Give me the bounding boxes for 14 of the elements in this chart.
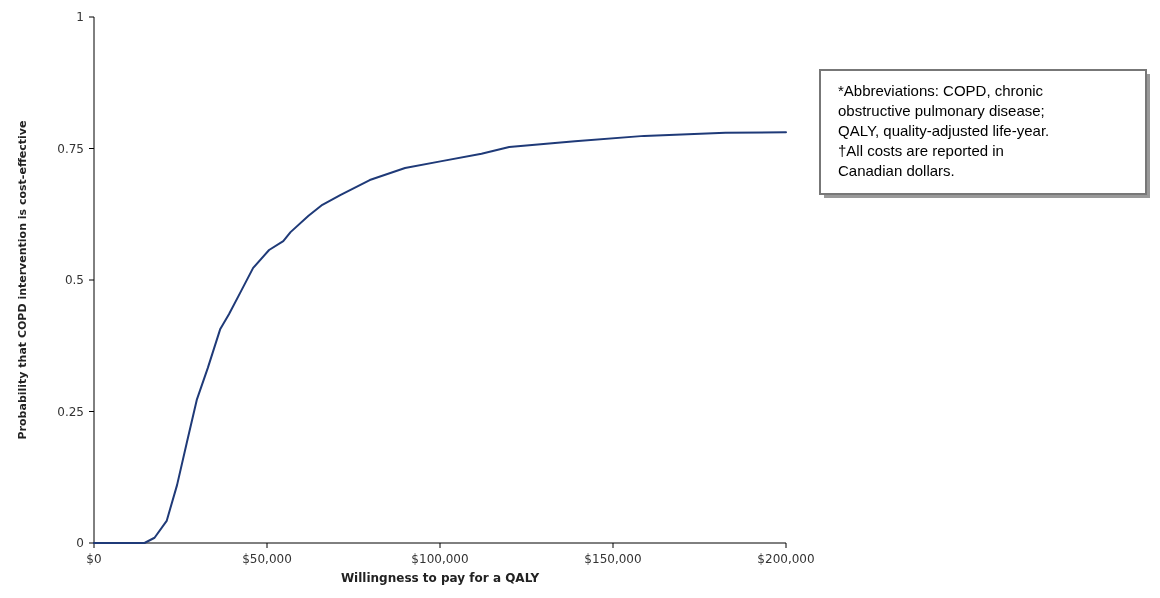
y-tick-label: 0.25 (57, 404, 84, 419)
y-tick-label: 0 (76, 536, 84, 550)
text: †All costs are reported in Canadian dollars. (838, 142, 1004, 179)
y-tick-label: 0.75 (57, 141, 84, 156)
y-tick-label: 1 (76, 10, 84, 24)
x-tick-label: $50,000 (242, 552, 292, 566)
x-tick-label: $150,000 (584, 552, 642, 566)
x-tick-label: $100,000 (411, 552, 469, 566)
x-tick-label: $0 (86, 552, 102, 566)
text: *Abbreviations: COPD, chronic obstructive pulmonary disease; QALY, quality-adjusted life-year. (838, 82, 1050, 139)
x-axis-title: Willingness to pay for a QALY (340, 571, 540, 585)
y-tick-label: 0.5 (64, 273, 84, 287)
x-tick-label: $200,000 (757, 552, 815, 566)
y-axis-title: Probability that COPD intervention is cost-effective (16, 120, 29, 440)
